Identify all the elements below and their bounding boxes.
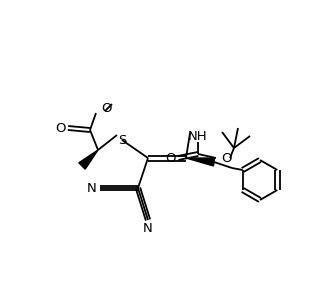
- Text: O: O: [165, 151, 175, 164]
- Polygon shape: [79, 150, 98, 169]
- Text: O: O: [55, 122, 65, 134]
- Text: NH: NH: [188, 130, 208, 143]
- Text: S: S: [118, 134, 126, 147]
- Text: O: O: [221, 151, 232, 164]
- Text: N: N: [143, 223, 153, 236]
- Polygon shape: [186, 158, 215, 166]
- Text: O: O: [101, 103, 111, 115]
- Text: N: N: [87, 181, 97, 194]
